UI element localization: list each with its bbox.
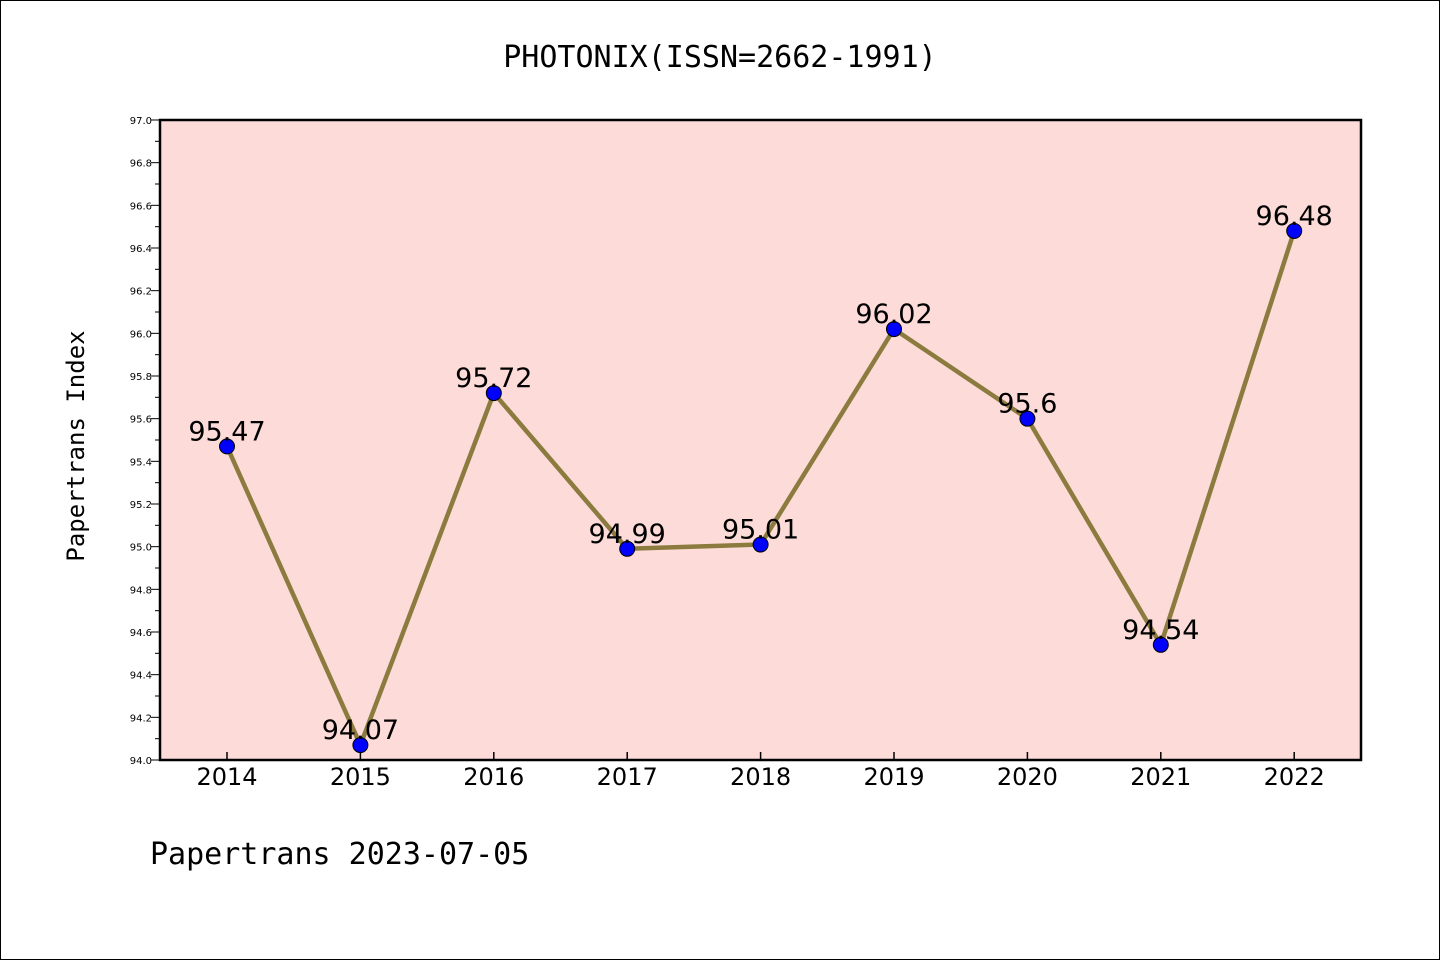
y-tick-label: 96.6 bbox=[130, 201, 152, 212]
data-label: 94.54 bbox=[1122, 615, 1199, 646]
y-tick-label: 95.4 bbox=[130, 457, 152, 468]
data-point bbox=[219, 438, 235, 455]
data-point bbox=[1286, 222, 1303, 239]
y-tick-label: 96.0 bbox=[130, 329, 152, 340]
x-tick-label: 2019 bbox=[863, 763, 924, 791]
data-point bbox=[352, 737, 369, 754]
x-tick-label: 2014 bbox=[196, 763, 257, 791]
data-label: 94.07 bbox=[322, 715, 399, 746]
data-label: 95.6 bbox=[997, 389, 1057, 420]
y-tick-label: 94.2 bbox=[130, 713, 152, 724]
data-label: 95.72 bbox=[455, 363, 532, 394]
footer-text: Papertrans 2023-07-05 bbox=[150, 837, 529, 872]
y-tick-label: 96.4 bbox=[130, 244, 152, 255]
axis-ticks: 94.0 94.2 94.4 94.6 94.8 95.0 95.2 95.4 95.6 95.8… bbox=[130, 116, 1325, 791]
x-tick-label: 2016 bbox=[463, 763, 524, 791]
x-tick-label: 2017 bbox=[597, 763, 658, 791]
data-point bbox=[1019, 410, 1036, 427]
y-tick-label: 95.0 bbox=[130, 543, 152, 554]
x-tick-label: 2018 bbox=[730, 763, 791, 791]
y-tick-label: 97.0 bbox=[130, 116, 152, 127]
y-tick-label: 94.8 bbox=[130, 585, 152, 596]
y-tick-label: 94.6 bbox=[130, 628, 152, 639]
y-tick-label: 96.8 bbox=[130, 159, 152, 170]
plot-area bbox=[160, 120, 1361, 760]
data-label: 94.99 bbox=[589, 519, 666, 550]
plot-border bbox=[158, 118, 1363, 762]
x-tick-label: 2015 bbox=[330, 763, 391, 791]
data-point bbox=[752, 536, 769, 553]
data-label: 95.47 bbox=[188, 416, 265, 447]
chart-title: PHOTONIX(ISSN=2662-1991) bbox=[503, 40, 936, 75]
x-tick-label: 2022 bbox=[1264, 763, 1325, 791]
data-label: 95.01 bbox=[722, 515, 799, 546]
y-tick-label: 95.8 bbox=[130, 372, 152, 383]
data-label: 96.48 bbox=[1256, 201, 1333, 232]
series-layer: 95.47 94.07 95.72 94.99 95.01 96.02 95.6 94.54 9… bbox=[188, 201, 1333, 754]
data-point bbox=[1152, 636, 1169, 653]
y-tick-label: 94.4 bbox=[130, 671, 152, 682]
y-tick-label: 96.2 bbox=[130, 287, 152, 298]
x-tick-label: 2021 bbox=[1130, 763, 1191, 791]
y-tick-label: 94.0 bbox=[130, 756, 152, 767]
y-axis-label: Papertrans Index bbox=[62, 330, 90, 561]
data-label: 96.02 bbox=[855, 299, 932, 330]
data-point bbox=[886, 321, 902, 338]
data-point bbox=[485, 385, 502, 402]
y-tick-label: 95.2 bbox=[130, 500, 152, 511]
data-point bbox=[619, 540, 636, 557]
x-tick-label: 2020 bbox=[997, 763, 1058, 791]
y-tick-label: 95.6 bbox=[130, 415, 152, 426]
